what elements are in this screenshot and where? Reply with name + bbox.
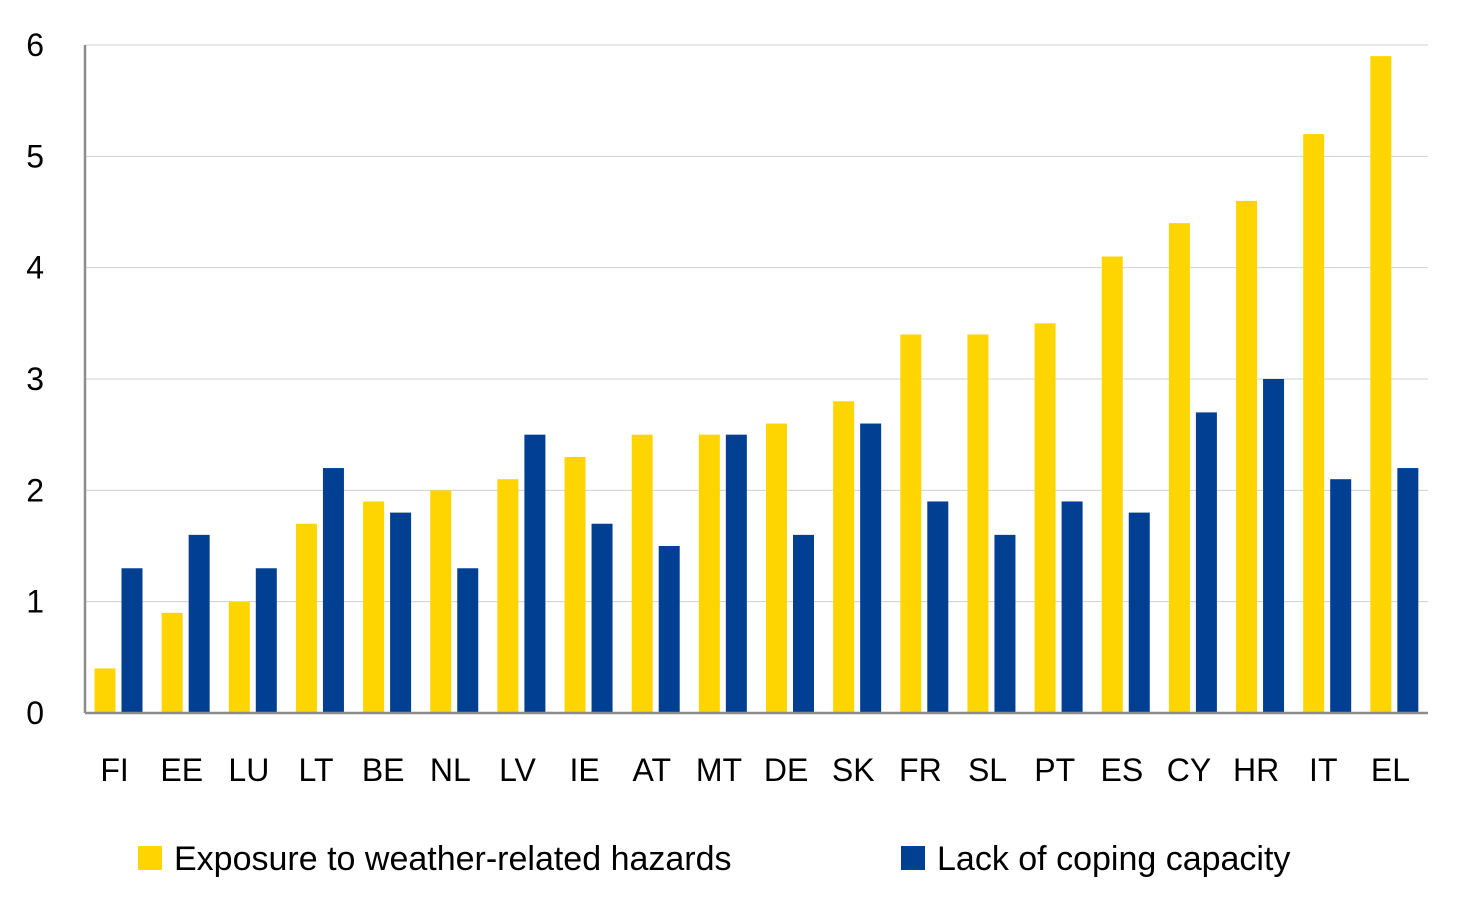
bar-exposure-es: [1101, 256, 1123, 713]
x-tick-label: DE: [764, 752, 808, 788]
x-tick-label: FR: [899, 752, 942, 788]
bar-exposure-lt: [295, 523, 317, 713]
bar-coping-mt: [725, 434, 747, 713]
bar-coping-fi: [121, 568, 143, 713]
y-tick-label: 0: [26, 695, 44, 731]
bar-coping-lu: [255, 568, 277, 713]
bar-exposure-nl: [430, 490, 452, 713]
bar-exposure-at: [631, 434, 653, 713]
bar-exposure-ee: [161, 612, 183, 713]
axes: [83, 45, 1428, 715]
x-tick-label: ES: [1100, 752, 1143, 788]
bar-exposure-fi: [94, 668, 116, 713]
bar-exposure-mt: [698, 434, 720, 713]
bar-coping-ee: [188, 534, 210, 713]
bar-coping-pt: [1061, 501, 1083, 713]
x-tick-label: EE: [160, 752, 203, 788]
x-tick-label: PT: [1034, 752, 1075, 788]
bar-coping-at: [658, 546, 680, 713]
bar-exposure-hr: [1236, 200, 1258, 713]
bar-coping-lt: [322, 468, 344, 713]
bar-coping-be: [390, 512, 412, 713]
legend-label-exposure: Exposure to weather-related hazards: [174, 840, 732, 878]
bar-coping-de: [793, 534, 814, 713]
bar-exposure-it: [1303, 134, 1325, 714]
bar-exposure-lu: [228, 601, 250, 713]
bar-exposure-sl: [967, 334, 989, 713]
bar-coping-sl: [994, 534, 1016, 713]
bar-exposure-el: [1370, 56, 1392, 713]
x-tick-label: EL: [1371, 752, 1410, 788]
bar-exposure-de: [766, 423, 787, 713]
bar-coping-sk: [860, 423, 882, 713]
bar-coping-lv: [524, 434, 546, 713]
y-tick-label: 1: [26, 584, 44, 620]
x-tick-label: SK: [832, 752, 875, 788]
bar-coping-es: [1128, 512, 1150, 713]
x-tick-label: LT: [299, 752, 334, 788]
x-tick-label: LV: [499, 752, 536, 788]
bar-coping-ie: [591, 523, 613, 713]
bar-coping-it: [1330, 479, 1352, 713]
x-tick-label: IT: [1309, 752, 1337, 788]
bar-exposure-be: [363, 501, 385, 713]
bar-exposure-lv: [497, 479, 519, 713]
x-tick-label: FI: [100, 752, 128, 788]
x-axis-tick-labels: FI EE LU LT BE NL LV IE AT MT DE SK FR SL PT ES CY HR IT EL: [100, 752, 1410, 788]
bar-coping-nl: [457, 568, 479, 713]
gridlines: [85, 44, 1428, 603]
x-tick-label: HR: [1233, 752, 1279, 788]
bar-coping-fr: [927, 501, 949, 713]
bar-coping-cy: [1195, 412, 1217, 713]
x-tick-label: CY: [1167, 752, 1211, 788]
legend-label-coping: Lack of coping capacity: [937, 840, 1290, 878]
y-tick-label: 3: [26, 361, 44, 397]
x-tick-label: NL: [430, 752, 471, 788]
y-tick-label: 5: [26, 138, 44, 174]
x-tick-label: LU: [228, 752, 269, 788]
y-tick-label: 4: [26, 250, 44, 286]
bar-exposure-sk: [833, 401, 855, 713]
y-tick-label: 2: [26, 472, 44, 508]
legend-swatch-coping: [901, 846, 925, 870]
legend: Exposure to weather-related hazards Lack …: [138, 840, 1290, 878]
legend-swatch-exposure: [138, 846, 162, 870]
bar-exposure-fr: [900, 334, 922, 713]
x-tick-label: SL: [968, 752, 1007, 788]
bar-exposure-pt: [1034, 323, 1056, 713]
bar-exposure-ie: [564, 456, 586, 713]
x-tick-label: MT: [696, 752, 742, 788]
bar-coping-hr: [1263, 379, 1285, 713]
bars: [94, 56, 1419, 714]
bar-exposure-cy: [1168, 223, 1190, 713]
y-tick-label: 6: [26, 27, 44, 63]
x-tick-label: BE: [362, 752, 405, 788]
y-axis-tick-labels: 0 1 2 3 4 5 6: [26, 27, 44, 731]
x-tick-label: IE: [570, 752, 600, 788]
x-tick-label: AT: [633, 752, 672, 788]
bar-coping-el: [1397, 468, 1419, 713]
